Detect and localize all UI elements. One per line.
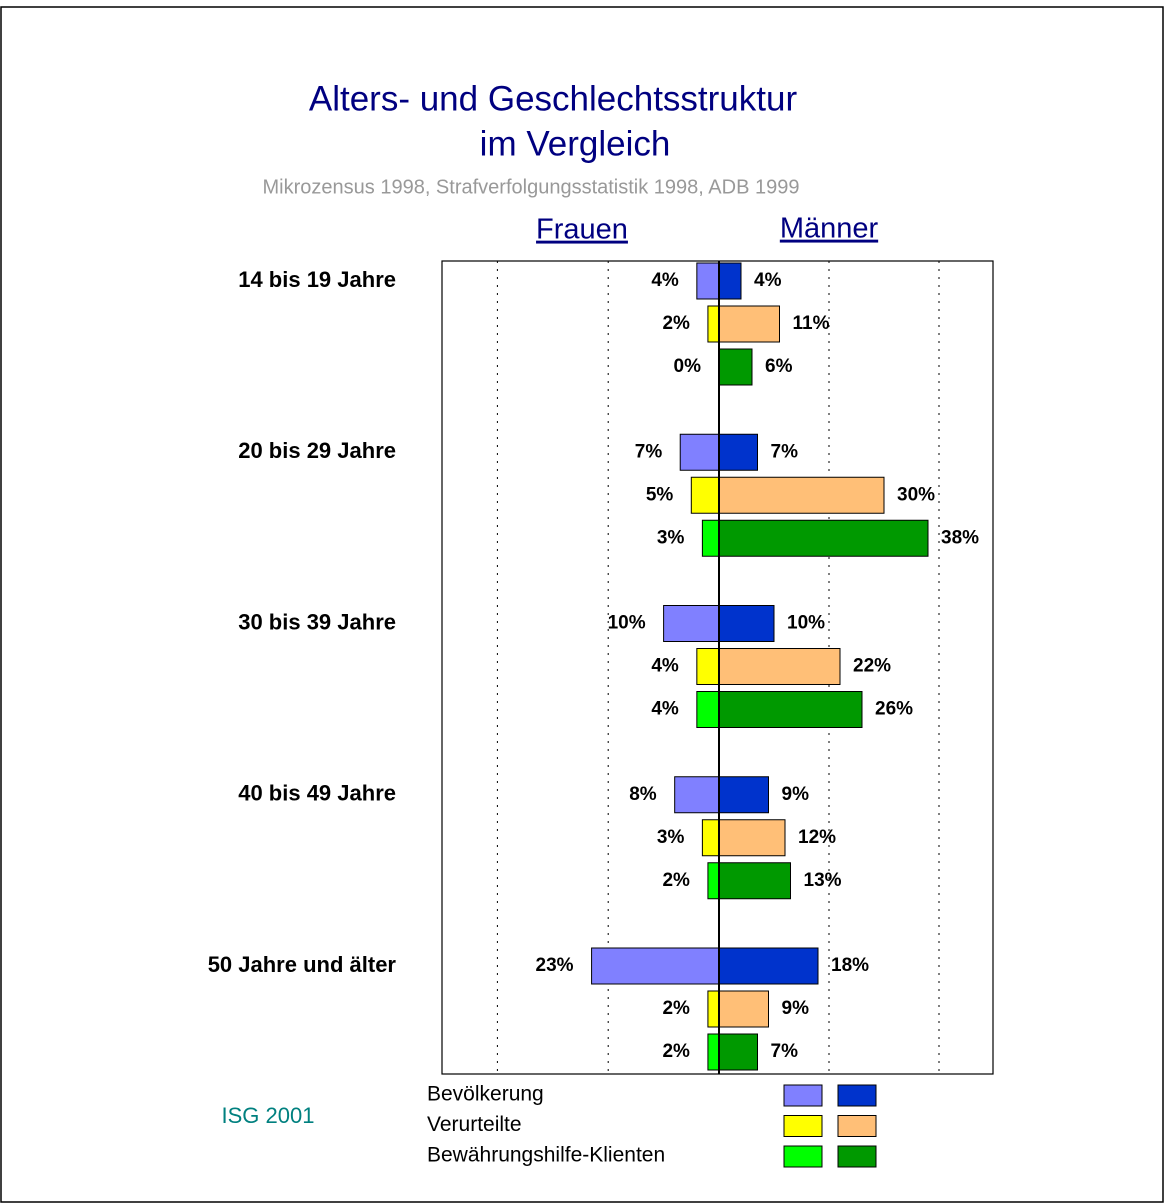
value-label: 11% <box>793 313 830 334</box>
value-label: 12% <box>798 827 836 848</box>
category-label: 20 bis 29 Jahre <box>238 438 396 463</box>
value-label: 18% <box>831 955 869 976</box>
bar <box>718 776 769 814</box>
bar <box>707 1033 720 1071</box>
bar <box>707 862 720 900</box>
chart-title: im Vergleich <box>480 124 671 163</box>
value-label: 26% <box>875 699 913 720</box>
legend-label: Bevölkerung <box>427 1083 544 1106</box>
value-label: 9% <box>782 784 810 805</box>
legend-label: Verurteilte <box>427 1113 522 1136</box>
bar <box>696 648 720 685</box>
bar <box>718 947 819 985</box>
value-label: 38% <box>941 527 979 548</box>
value-label: 3% <box>657 527 685 548</box>
side-label: Frauen <box>536 214 628 246</box>
category-label: 50 Jahre und älter <box>208 952 397 977</box>
bar <box>696 262 720 300</box>
value-label: 7% <box>771 441 799 462</box>
legend-swatch <box>837 1145 877 1168</box>
plot-area <box>441 260 994 1075</box>
bar <box>718 990 769 1028</box>
bar <box>696 691 720 728</box>
value-label: 23% <box>536 955 574 976</box>
bar <box>690 476 720 514</box>
bar <box>718 648 841 685</box>
value-label: 2% <box>662 313 690 334</box>
bar <box>718 476 885 514</box>
chart-title: Alters- und Geschlechtsstruktur <box>309 79 798 118</box>
bar <box>718 305 780 343</box>
value-label: 4% <box>754 270 782 291</box>
value-label: 4% <box>651 699 679 720</box>
value-label: 6% <box>765 356 793 377</box>
value-label: 8% <box>629 784 657 805</box>
bar <box>718 519 929 557</box>
legend-label: Bewährungshilfe-Klienten <box>427 1144 665 1167</box>
value-label: 2% <box>662 1041 690 1062</box>
value-label: 2% <box>662 870 690 891</box>
bar <box>718 819 786 857</box>
frame <box>0 6 1164 1203</box>
legend-swatch <box>783 1145 823 1168</box>
value-label: 7% <box>635 441 663 462</box>
legend-swatch <box>837 1084 877 1107</box>
value-label: 2% <box>662 998 690 1019</box>
bar <box>674 776 720 814</box>
value-label: 0% <box>674 356 702 377</box>
source: ISG 2001 <box>222 1103 315 1128</box>
value-label: 5% <box>646 484 674 505</box>
bar <box>718 348 753 386</box>
bar <box>718 691 863 728</box>
legend-swatch <box>837 1115 877 1137</box>
value-label: 30% <box>897 484 935 505</box>
category-label: 30 bis 39 Jahre <box>238 609 396 634</box>
value-label: 9% <box>782 998 810 1019</box>
bar <box>707 990 720 1028</box>
value-label: 4% <box>651 656 679 677</box>
bar <box>718 605 775 642</box>
bar <box>701 519 720 557</box>
bar <box>718 262 742 300</box>
legend-swatch <box>783 1115 823 1137</box>
value-label: 3% <box>657 827 685 848</box>
bar <box>701 819 720 857</box>
bar <box>591 947 720 985</box>
value-label: 4% <box>651 270 679 291</box>
value-label: 10% <box>787 613 825 634</box>
value-label: 22% <box>853 656 891 677</box>
value-label: 13% <box>804 870 842 891</box>
bar <box>663 605 720 642</box>
bar <box>679 433 720 471</box>
category-label: 40 bis 49 Jahre <box>238 781 396 806</box>
value-label: 7% <box>771 1041 799 1062</box>
legend-swatch <box>783 1084 823 1107</box>
bar <box>718 433 758 471</box>
value-label: 10% <box>608 613 646 634</box>
side-label: Männer <box>780 213 879 245</box>
chart-subtitle: Mikrozensus 1998, Strafverfolgungsstatis… <box>263 176 800 198</box>
bar <box>718 862 791 900</box>
category-label: 14 bis 19 Jahre <box>238 267 396 292</box>
bar <box>718 1033 758 1071</box>
bar <box>707 305 720 343</box>
